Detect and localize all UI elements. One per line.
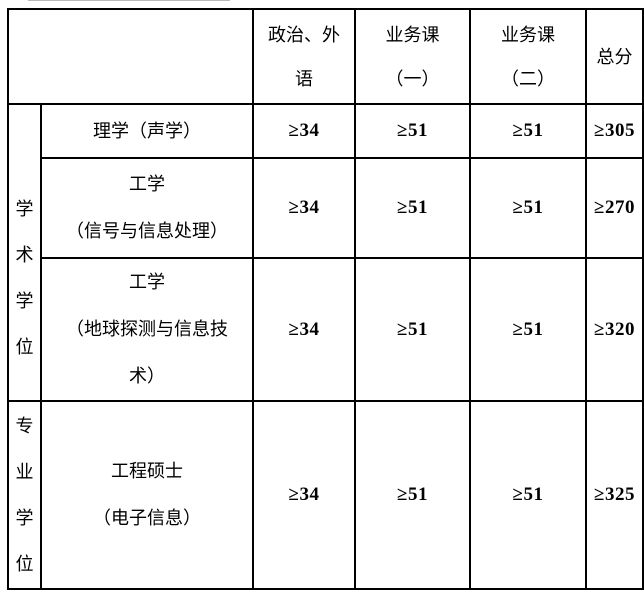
corner-cell <box>7 8 254 105</box>
vertical-char: 术 <box>15 244 34 265</box>
score-cell-course-2: ≥51 <box>469 103 587 159</box>
professional-degree-vertical-label: 专 业 学 位 <box>10 416 39 574</box>
col-header-politics-foreign-language: 政治、外 语 <box>252 8 356 105</box>
major-cell: 理学（声学） <box>40 103 254 159</box>
table-row-science-acoustics: 学 术 学 位 理学（声学） ≥34 ≥51 ≥51 ≥305 <box>7 103 644 402</box>
table-row-engineering-master-electronic-info: 专 业 学 位 工程硕士 （电子信息） ≥34 ≥51 ≥51 ≥325 <box>7 400 644 590</box>
vertical-char: 专 <box>15 416 34 436</box>
score-cell-total: ≥325 <box>585 400 644 590</box>
score-cell-course-2: ≥51 <box>469 257 587 402</box>
group-cell-professional-degree: 专 业 学 位 <box>7 400 42 590</box>
vertical-char: 业 <box>15 462 34 482</box>
score-cell-course-1: ≥51 <box>354 257 471 402</box>
table-row-engineering-signal-processing: 工学 （信号与信息处理） ≥34 ≥51 ≥51 ≥270 <box>8 157 644 259</box>
vertical-char: 学 <box>15 290 34 311</box>
vertical-char: 学 <box>15 198 34 219</box>
academic-degree-vertical-label: 学 术 学 位 <box>10 198 39 357</box>
vertical-char: 学 <box>15 508 34 528</box>
col-header-total-score: 总分 <box>585 8 644 105</box>
score-table: 政治、外 语 业务课 （一） 业务课 （二） 总分 学 术 学 位 理学（声学）… <box>7 8 644 590</box>
table-row-engineering-geodetection: 工学 （地球探测与信息技 术） ≥34 ≥51 ≥51 ≥320 <box>8 257 644 402</box>
score-cell-politics-foreign: ≥34 <box>252 400 356 590</box>
vertical-char: 位 <box>15 554 34 574</box>
score-cell-politics-foreign: ≥34 <box>252 257 356 402</box>
vertical-char: 位 <box>15 336 34 357</box>
score-cell-total: ≥305 <box>585 103 644 159</box>
score-cell-politics-foreign: ≥34 <box>252 103 356 159</box>
col-header-professional-course-1: 业务课 （一） <box>354 8 471 105</box>
major-cell: 工学 （信号与信息处理） <box>40 157 254 259</box>
score-cell-politics-foreign: ≥34 <box>252 157 356 259</box>
major-cell: 工程硕士 （电子信息） <box>40 400 254 590</box>
header-row: 政治、外 语 业务课 （一） 业务课 （二） 总分 <box>7 8 644 105</box>
score-cell-total: ≥320 <box>585 257 644 402</box>
score-cell-course-1: ≥51 <box>354 157 471 259</box>
page-edge-artifact <box>28 0 230 1</box>
score-cell-course-2: ≥51 <box>469 157 587 259</box>
score-cell-course-2: ≥51 <box>469 400 587 590</box>
score-cell-course-1: ≥51 <box>354 103 471 159</box>
col-header-professional-course-2: 业务课 （二） <box>469 8 587 105</box>
major-cell: 工学 （地球探测与信息技 术） <box>40 257 254 402</box>
score-cell-course-1: ≥51 <box>354 400 471 590</box>
group-cell-academic-degree: 学 术 学 位 <box>7 103 42 402</box>
score-cell-total: ≥270 <box>585 157 644 259</box>
